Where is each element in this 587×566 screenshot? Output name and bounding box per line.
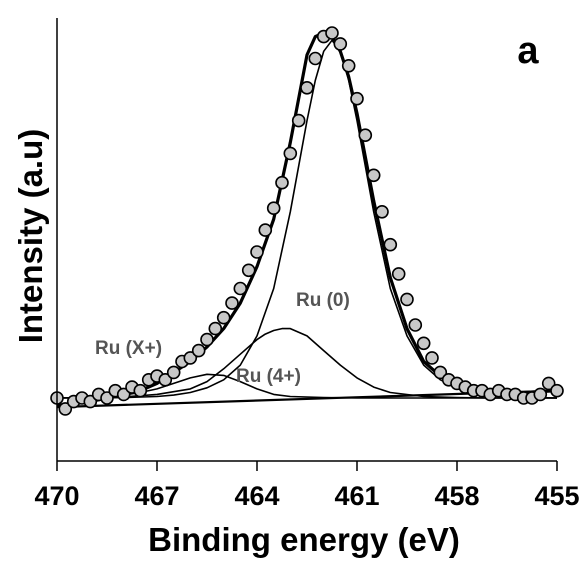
data-point <box>241 263 256 278</box>
data-point <box>158 372 173 387</box>
data-point <box>191 343 206 358</box>
data-point <box>166 365 181 380</box>
annotation-ru-0: Ru (0) <box>296 290 350 311</box>
data-point <box>183 351 198 365</box>
data-point <box>366 168 381 183</box>
data-point <box>275 175 289 190</box>
annotation-ru-x: Ru (X+) <box>95 338 162 359</box>
data-point <box>400 292 414 307</box>
data-point <box>391 267 406 281</box>
data-point <box>433 365 448 380</box>
annotation-ru-4: Ru (4+) <box>236 366 301 387</box>
data-point <box>383 237 398 252</box>
series-line-ru-0 <box>57 39 558 399</box>
x-tick-label: 467 <box>134 481 179 511</box>
data-point <box>408 318 423 332</box>
x-tick-label: 461 <box>334 481 379 511</box>
panel-label: a <box>517 30 539 72</box>
data-point <box>425 351 439 365</box>
data-point <box>133 383 148 398</box>
data-point <box>200 332 214 347</box>
data-point <box>416 336 431 351</box>
data-point <box>300 81 314 95</box>
axes <box>56 18 557 462</box>
data-point <box>233 281 248 296</box>
data-point <box>58 402 73 416</box>
data-point <box>533 387 548 402</box>
x-tick-label: 470 <box>34 481 79 511</box>
data-point <box>333 37 348 51</box>
x-tick-label: 455 <box>534 481 579 511</box>
data-point <box>283 146 298 161</box>
data-point <box>266 201 281 215</box>
data-point <box>341 59 356 73</box>
x-axis-title: Binding energy (eV) <box>148 521 460 558</box>
x-ticks: 470 467 464 461 458 455 <box>34 461 580 511</box>
data-point <box>83 394 98 409</box>
data-point <box>350 91 364 106</box>
data-markers <box>50 26 564 416</box>
x-tick-label: 458 <box>434 481 479 511</box>
data-point <box>550 383 564 398</box>
data-point <box>116 387 131 402</box>
data-point <box>208 321 223 336</box>
data-point <box>250 245 264 259</box>
data-point <box>375 205 389 219</box>
series-line-ru-4 <box>56 327 557 399</box>
data-point <box>216 310 231 325</box>
data-point <box>308 51 323 66</box>
data-point <box>291 113 306 128</box>
data-point <box>100 391 114 405</box>
x-tick-label: 464 <box>234 481 279 511</box>
data-point <box>225 296 239 310</box>
data-point <box>541 376 556 391</box>
y-axis-title: Intensity (a.u) <box>12 129 49 344</box>
data-point <box>258 223 273 237</box>
data-point <box>358 128 373 142</box>
data-point <box>325 26 339 40</box>
